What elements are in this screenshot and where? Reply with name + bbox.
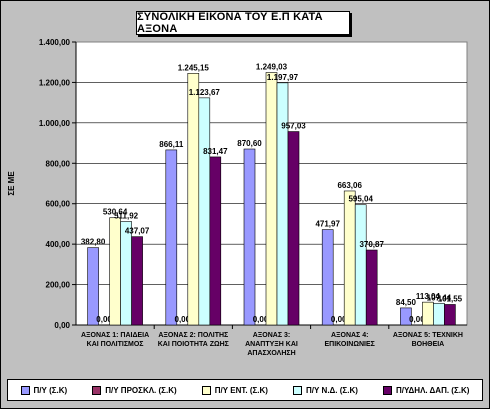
data-label: 107,44 [427,293,452,302]
x-tick-label: ΑΞΟΝΑΣ 2: ΠΟΛΙΤΗΣ [158,332,228,339]
bar [120,221,132,326]
bar [321,229,334,326]
data-label: 0,00 [331,315,347,324]
y-tick-label: 1.400,00 [39,38,71,47]
data-label: 870,60 [237,139,262,148]
y-tick-label: 1.000,00 [39,119,71,128]
y-tick-label: 200,00 [46,281,71,290]
x-tick-label: ΑΝΑΠΤΥΞΗ ΚΑΙ [245,341,298,348]
x-tick-label: ΑΠΑΣΧΟΛΗΣΗ [247,350,295,357]
bar [265,72,278,326]
y-axis-label: ΣΕ ME [7,171,16,196]
data-label: 1.123,67 [189,88,221,97]
bar [422,301,434,326]
bar [187,73,200,326]
legend-label: Π/Υ ΠΡΟΣΚΛ. (Σ.Κ) [105,385,177,395]
legend-label: Π/Υ ΕΝΤ. (Σ.Κ) [214,385,268,395]
data-label: 370,87 [359,240,384,249]
data-label: 530,64 [103,208,128,217]
data-label: 957,03 [281,122,306,131]
bar [209,156,222,326]
bar [343,190,356,326]
data-label: 0,00 [253,315,269,324]
bar [276,82,289,326]
bar [109,217,121,326]
data-label: 113,04 [416,292,441,301]
bar [365,249,378,326]
data-label: 0,00 [96,315,112,324]
x-tick-label: ΑΞΟΝΑΣ 5: ΤΕΧΝΙΚΗ [393,332,463,339]
legend-label: Π/Υ (Σ.Κ) [33,385,68,395]
bar [444,304,456,326]
y-tick-label: 800,00 [46,159,71,168]
legend-swatch [20,385,30,395]
x-tick-label: ΑΞΟΝΑΣ 4: [331,332,369,339]
legend-swatch [382,385,392,395]
x-tick-label: ΒΟΗΘΕΙΑ [412,341,445,348]
legend-swatch [293,385,302,395]
bar [354,204,367,326]
bar [400,307,412,326]
data-label: 866,11 [159,140,184,149]
y-tick-label: 0,00 [54,321,70,330]
legend-label: Π/Υ Ν.Δ. (Σ.Κ) [306,385,358,395]
data-label: 831,47 [203,147,228,156]
legend-swatch [92,385,102,395]
data-label: 1.197,97 [267,73,299,82]
data-label: 663,06 [337,181,362,190]
chart-title: ΣΥΝΟΛΙΚΗ ΕΙΚΟΝΑ ΤΟΥ Ε.Π ΚΑΤΑ ΑΞΟΝΑ [136,11,350,35]
bar [287,131,300,326]
legend-label: Π/ΥΔΗΛ. ΔΑΠ. (Σ.Κ) [395,385,470,395]
data-label: 437,07 [125,227,150,236]
data-label: 101,55 [438,294,463,303]
legend-item: Π/Υ Ν.Δ. (Σ.Κ) [293,385,358,395]
y-tick-label: 400,00 [46,240,71,249]
data-label: 382,80 [81,238,106,247]
legend-item: Π/ΥΔΗΛ. ΔΑΠ. (Σ.Κ) [382,385,470,395]
bar [87,247,99,326]
legend-item: Π/Υ (Σ.Κ) [20,385,68,395]
bar [243,148,256,326]
legend-item: Π/Υ ΠΡΟΣΚΛ. (Σ.Κ) [92,385,177,395]
data-label: 1.245,15 [178,63,210,72]
chart-legend: Π/Υ (Σ.Κ) Π/Υ ΠΡΟΣΚΛ. (Σ.Κ) Π/Υ ΕΝΤ. (Σ.Κ)… [7,379,483,401]
data-label: 511,92 [114,212,139,221]
bar [131,236,143,326]
data-label: 0,00 [409,315,425,324]
x-tick-label: ΚΑΙ ΠΟΛΙΤΙΣΜΟΣ [87,341,144,348]
y-tick-label: 600,00 [46,200,71,209]
x-tick-label: ΑΞΟΝΑΣ 3: [253,332,291,339]
data-label: 0,00 [175,315,191,324]
data-label: 1.249,03 [256,63,288,72]
legend-item: Π/Υ ΕΝΤ. (Σ.Κ) [201,385,268,395]
x-tick-label: ΚΑΙ ΠΟΙΟΤΗΤΑ ΖΩΗΣ [158,341,229,348]
bar [433,302,445,326]
data-label: 595,04 [348,195,373,204]
x-tick-label: ΕΠΙΚΟΙΝΩΝΙΕΣ [325,341,375,348]
legend-swatch [201,385,211,395]
bar [198,97,211,326]
data-label: 84,50 [396,298,417,307]
y-tick-label: 1.200,00 [39,78,71,87]
x-tick-label: ΑΞΟΝΑΣ 1: ΠΑΙΔΕΙΑ [81,332,149,339]
data-label: 471,97 [315,220,340,229]
bar [165,149,178,326]
